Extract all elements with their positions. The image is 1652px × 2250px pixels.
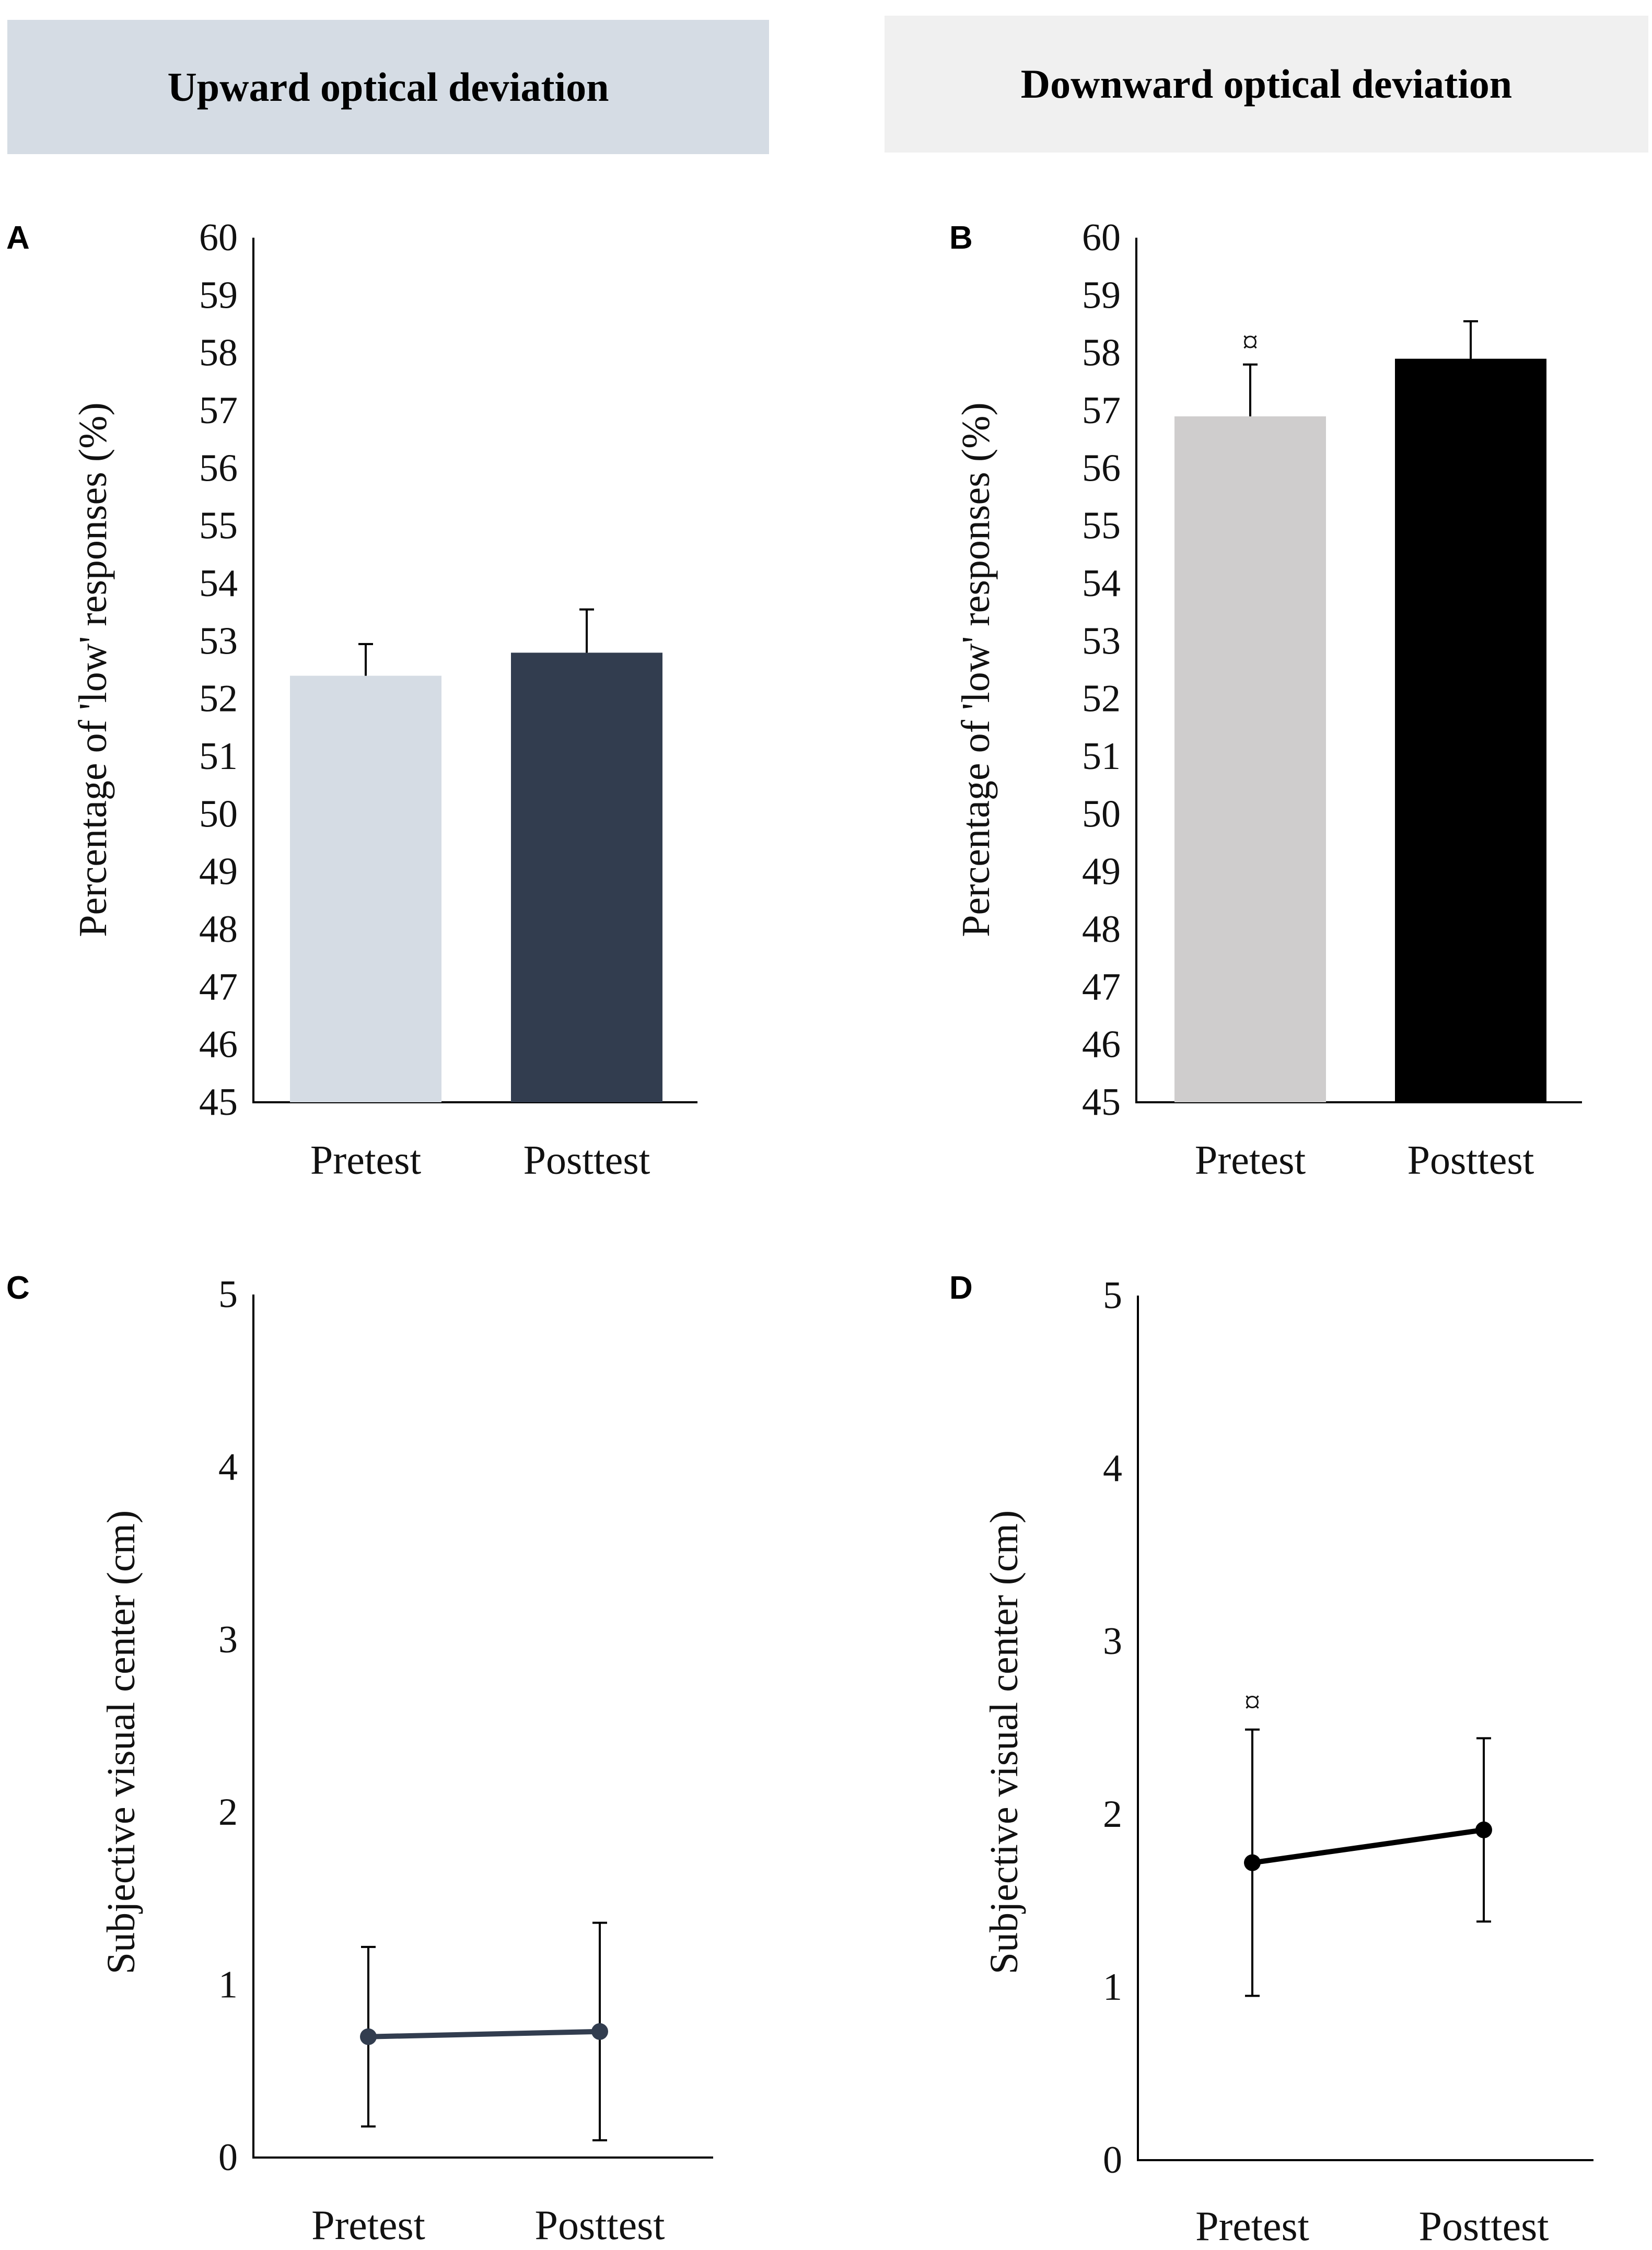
y-tick-label: 54 xyxy=(1082,562,1121,605)
y-tick-label: 48 xyxy=(1082,908,1121,951)
y-tick-label: 45 xyxy=(1082,1081,1121,1124)
y-tick-label: 52 xyxy=(199,678,238,720)
y-tick-label: 55 xyxy=(199,505,238,547)
upward-deviation-title: Upward optical deviation xyxy=(167,64,609,110)
y-tick-label: 47 xyxy=(1082,965,1121,1008)
panel-label-b: B xyxy=(949,220,973,256)
panel-label-c: C xyxy=(6,1270,30,1306)
y-tick-label: 53 xyxy=(1082,620,1121,662)
y-tick-label: 48 xyxy=(199,908,238,951)
chart-b-bar: 45 46 47 48 49 50 51 52 53 54 55 56 57 58 59 60 Percenta… xyxy=(954,216,1582,1183)
y-tick-label: 2 xyxy=(218,1791,238,1834)
data-point-posttest xyxy=(1475,1821,1492,1838)
y-tick-label: 57 xyxy=(199,389,238,432)
y-tick-label: 46 xyxy=(1082,1023,1121,1066)
x-category-label: Posttest xyxy=(523,1137,650,1183)
y-tick-label: 4 xyxy=(218,1445,238,1488)
y-axis-label: Percentage of 'low' responses (%) xyxy=(954,402,998,937)
y-tick-label: 50 xyxy=(1082,792,1121,835)
y-tick-label: 0 xyxy=(1103,2139,1122,2182)
x-category-label: Posttest xyxy=(1407,1137,1534,1183)
y-tick-label: 3 xyxy=(1103,1620,1122,1663)
y-tick-label: 60 xyxy=(199,216,238,259)
y-tick-label: 59 xyxy=(199,274,238,317)
y-tick-label: 1 xyxy=(218,1964,238,2007)
x-category-label: Pretest xyxy=(310,1137,422,1183)
x-category-label: Posttest xyxy=(535,2202,665,2248)
bar-posttest xyxy=(1395,358,1546,1103)
y-tick-label: 46 xyxy=(199,1023,238,1066)
x-category-label: Pretest xyxy=(1195,1137,1306,1183)
y-tick-label: 54 xyxy=(199,562,238,605)
y-tick-label: 2 xyxy=(1103,1793,1122,1836)
y-tick-label: 56 xyxy=(1082,447,1121,489)
data-point-posttest xyxy=(591,2023,608,2040)
y-tick-label: 47 xyxy=(199,965,238,1008)
y-tick-label: 58 xyxy=(199,332,238,375)
significance-marker: ¤ xyxy=(1244,1685,1261,1720)
y-tick-label: 45 xyxy=(199,1081,238,1124)
x-category-label: Posttest xyxy=(1419,2204,1549,2249)
chart-a-bar: 45 46 47 48 49 50 51 52 53 54 55 56 57 58 59 60 Percenta… xyxy=(71,216,697,1183)
x-category-label: Pretest xyxy=(1195,2204,1309,2249)
y-tick-label: 56 xyxy=(199,447,238,489)
downward-deviation-header: Downward optical deviation xyxy=(885,16,1648,153)
y-axis-label: Subjective visual center (cm) xyxy=(982,1510,1026,1974)
y-tick-label: 55 xyxy=(1082,505,1121,547)
y-tick-label: 50 xyxy=(199,792,238,835)
y-tick-label: 49 xyxy=(199,850,238,893)
y-tick-label: 51 xyxy=(199,735,238,778)
series-line xyxy=(1252,1827,1484,1866)
y-axis-label: Subjective visual center (cm) xyxy=(99,1510,143,1974)
y-tick-label: 57 xyxy=(1082,389,1121,432)
y-tick-label: 60 xyxy=(1082,216,1121,259)
y-tick-label: 3 xyxy=(218,1618,238,1661)
x-category-label: Pretest xyxy=(311,2202,425,2248)
data-point-pretest xyxy=(360,2028,377,2045)
y-tick-label: 58 xyxy=(1082,332,1121,375)
series-line xyxy=(368,2029,600,2039)
y-tick-label: 0 xyxy=(218,2136,238,2179)
bar-pretest xyxy=(1174,416,1326,1102)
y-tick-label: 5 xyxy=(1103,1274,1122,1317)
significance-marker: ¤ xyxy=(1242,325,1259,360)
chart-d-line: 0 1 2 3 4 5 Subjective visual center (cm) Prete… xyxy=(982,1274,1593,2249)
data-point-pretest xyxy=(1244,1854,1261,1871)
y-tick-label: 4 xyxy=(1103,1447,1122,1490)
bar-posttest xyxy=(511,652,662,1102)
y-axis-label: Percentage of 'low' responses (%) xyxy=(71,402,115,937)
panel-label-d: D xyxy=(949,1270,973,1306)
y-tick-label: 49 xyxy=(1082,850,1121,893)
downward-deviation-title: Downward optical deviation xyxy=(1020,61,1513,107)
bar-pretest xyxy=(290,675,441,1102)
panel-label-a: A xyxy=(6,220,30,256)
y-tick-label: 51 xyxy=(1082,735,1121,778)
y-tick-label: 53 xyxy=(199,620,238,662)
y-tick-label: 1 xyxy=(1103,1966,1122,2009)
chart-c-line: 0 1 2 3 4 5 Subjective visual center (cm) Prete… xyxy=(99,1273,713,2248)
y-tick-label: 5 xyxy=(218,1273,238,1316)
y-tick-label: 59 xyxy=(1082,274,1121,317)
y-tick-label: 52 xyxy=(1082,678,1121,720)
upward-deviation-header: Upward optical deviation xyxy=(7,20,769,154)
